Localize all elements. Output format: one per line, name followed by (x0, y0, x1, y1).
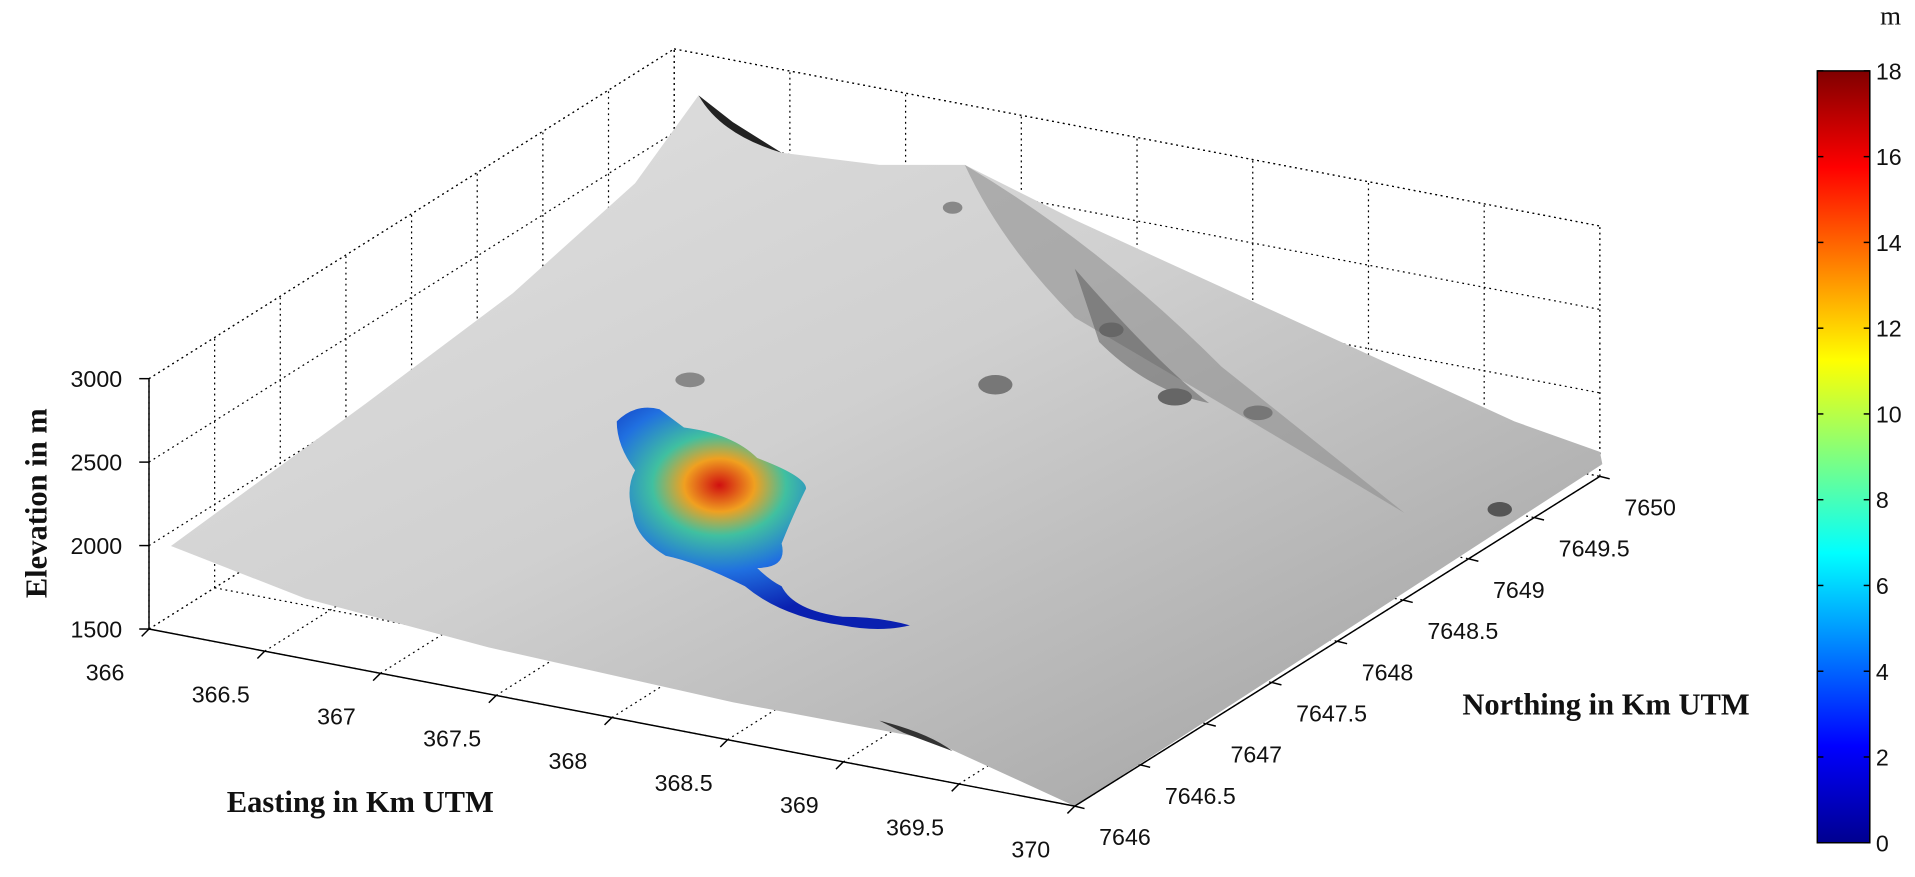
y-tick-label: 7649 (1493, 577, 1545, 603)
colorbar-tick-label: 4 (1876, 659, 1889, 685)
chart: Easting in Km UTM Northing in Km UTM Ele… (0, 0, 1915, 877)
x-tick (257, 651, 264, 658)
x-tick (373, 673, 380, 680)
colorbar-tick-label: 2 (1876, 745, 1889, 771)
x-tick (489, 695, 496, 702)
colorbar-tick-label: 0 (1876, 830, 1889, 856)
y-tick (1075, 806, 1085, 808)
colorbar-tick-label: 12 (1876, 316, 1902, 342)
x-tick-label: 367.5 (423, 726, 481, 752)
y-tick-label: 7647.5 (1296, 701, 1367, 727)
y-tick (1600, 476, 1610, 478)
colorbar-tick-label: 16 (1876, 144, 1902, 170)
colorbar-tick-label: 10 (1876, 401, 1902, 427)
x-tick-label: 366 (86, 659, 125, 685)
colorbar-tick-label: 8 (1876, 487, 1889, 513)
colorbar-tick-label: 18 (1876, 58, 1902, 84)
y-tick-label: 7650 (1624, 494, 1676, 520)
x-axis-label: Easting in Km UTM (227, 785, 494, 819)
x-tick (605, 718, 612, 725)
colorbar-label: m (1880, 0, 1901, 30)
y-tick-label: 7647 (1230, 742, 1282, 768)
y-tick (1469, 559, 1479, 561)
x-tick (836, 762, 843, 769)
page: {"chart_data": { "type": "surface3d", "x… (0, 0, 1915, 877)
x-tick-label: 366.5 (192, 681, 250, 707)
y-tick (1206, 724, 1216, 726)
x-tick-label: 368 (549, 748, 588, 774)
y-tick (1272, 682, 1282, 684)
terrain-surface (171, 95, 1602, 806)
x-tick (952, 784, 959, 791)
colorbar (1817, 71, 1870, 843)
x-tick-label: 370 (1011, 836, 1050, 862)
z-tick-label: 1500 (71, 617, 123, 643)
x-tick (142, 629, 149, 636)
x-tick-label: 369 (780, 792, 819, 818)
y-tick-label: 7648.5 (1427, 618, 1498, 644)
z-axis-label: Elevation in m (19, 408, 53, 598)
y-tick (1337, 641, 1347, 643)
y-tick (1140, 765, 1150, 767)
x-tick-label: 367 (317, 704, 356, 730)
x-tick (720, 740, 727, 747)
x-tick (1067, 806, 1074, 813)
colorbar-tick-label: 6 (1876, 573, 1889, 599)
z-tick-label: 2000 (71, 533, 123, 559)
x-tick-label: 368.5 (655, 770, 713, 796)
y-tick-label: 7646.5 (1165, 783, 1236, 809)
colorbar-tick-label: 14 (1876, 230, 1902, 256)
y-axis-label: Northing in Km UTM (1462, 688, 1749, 722)
y-tick (1403, 600, 1413, 602)
z-tick-label: 3000 (71, 366, 123, 392)
y-tick-label: 7646 (1099, 824, 1151, 850)
y-tick (1534, 518, 1544, 520)
x-tick-label: 369.5 (886, 814, 944, 840)
y-tick-label: 7648 (1362, 659, 1414, 685)
z-tick-label: 2500 (71, 450, 123, 476)
y-tick-label: 7649.5 (1559, 536, 1630, 562)
